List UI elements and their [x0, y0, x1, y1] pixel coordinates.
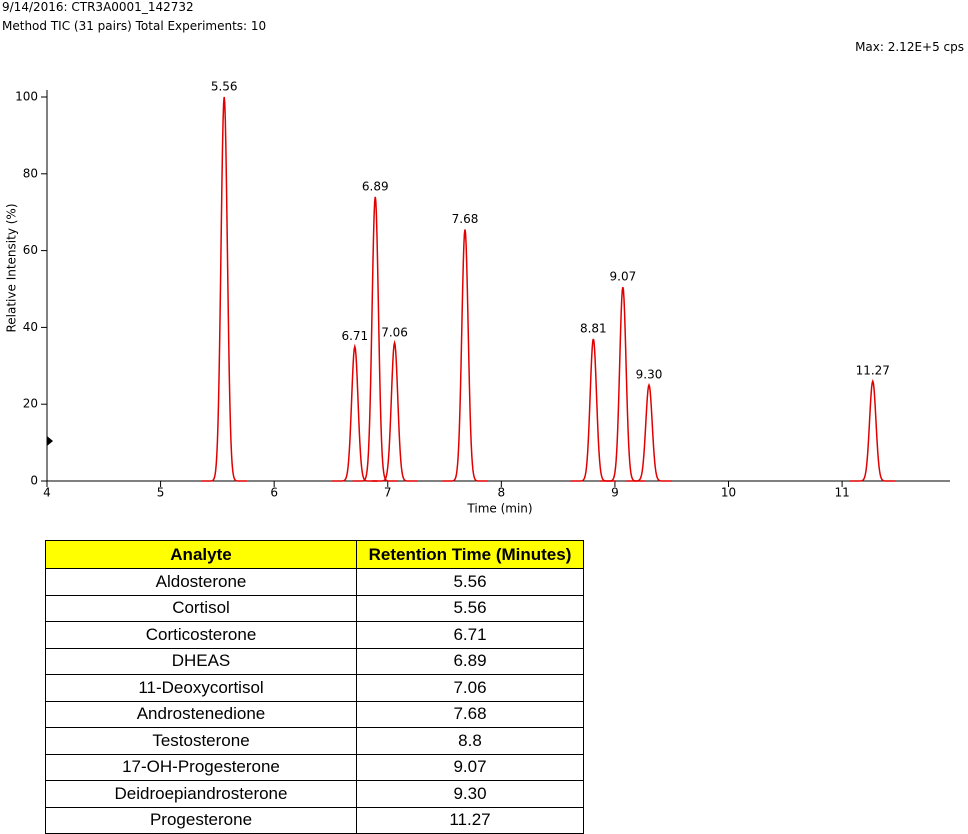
y-tick-label: 60: [23, 243, 38, 257]
table-cell: 17-OH-Progesterone: [45, 753, 357, 781]
peak-label: 5.56: [211, 80, 238, 94]
table-cell: Corticosterone: [45, 621, 357, 649]
x-tick-label: 8: [498, 486, 506, 500]
peak: [600, 286, 646, 482]
y-tick-label: 0: [30, 474, 38, 488]
peak: [850, 378, 896, 482]
table-cell: 6.89: [356, 647, 584, 675]
table-cell: Deidroepiandrosterone: [45, 780, 357, 808]
table-row: Corticosterone 6.71: [45, 621, 584, 649]
peak: [201, 96, 247, 482]
table-row: Deidroepiandrosterone 9.30: [45, 780, 584, 808]
peak-label: 8.81: [580, 321, 607, 335]
peak-label: 6.89: [362, 179, 389, 193]
peak: [442, 229, 488, 482]
x-tick-label: 10: [721, 486, 736, 500]
table-header: Analyte: [45, 540, 357, 569]
peak-label: 9.07: [610, 270, 637, 284]
x-tick-label: 11: [834, 486, 849, 500]
header-line: 9/14/2016: CTR3A0001_142732: [2, 0, 194, 14]
table-cell: Testosterone: [45, 727, 357, 755]
table-row: Testosterone 8.8: [45, 727, 584, 755]
table-cell: 6.71: [356, 621, 584, 649]
table-cell: 9.07: [356, 753, 584, 781]
y-tick-label: 20: [23, 397, 38, 411]
table-row: Androstenedione 7.68: [45, 700, 584, 728]
y-axis-label: Relative Intensity (%): [5, 203, 19, 332]
y-tick-label: 40: [23, 320, 38, 334]
x-axis-label: Time (min): [466, 502, 532, 516]
chart: Time (min) Relative Intensity (%) 4 5 6 7 8 9…: [5, 80, 950, 516]
table-row: DHEAS 6.89: [45, 647, 584, 675]
retention-table: Analyte Retention Time (Minutes) Aldoster…: [45, 540, 584, 834]
table-cell: 8.8: [356, 727, 584, 755]
table-cell: Progesterone: [45, 806, 357, 834]
table-row: Cortisol 5.56: [45, 594, 584, 622]
max-intensity: Max: 2.12E+5 cps: [855, 40, 964, 54]
peak: [332, 343, 378, 482]
peak: [626, 382, 672, 482]
table-cell: 9.30: [356, 780, 584, 808]
table-row: 11-Deoxycortisol 7.06: [45, 674, 584, 702]
peak-label: 9.30: [636, 368, 663, 382]
peak-label: 6.71: [341, 329, 368, 343]
table-cell: 11.27: [356, 806, 584, 834]
peak: [371, 339, 418, 482]
table-cell: 11-Deoxycortisol: [45, 674, 357, 702]
y-tick-label: 80: [23, 166, 38, 180]
peak: [352, 196, 398, 482]
table-row: Aldosterone 5.56: [45, 568, 584, 596]
table-row: Progesterone 11.27: [45, 806, 584, 834]
table-cell: 5.56: [356, 568, 584, 596]
peak: [570, 338, 617, 482]
x-tick-label: 9: [611, 486, 619, 500]
marker: [47, 436, 53, 446]
table-cell: Aldosterone: [45, 568, 357, 596]
x-tick-label: 7: [384, 486, 392, 500]
table-cell: 5.56: [356, 594, 584, 622]
x-tick-label: 5: [157, 486, 165, 500]
table-cell: Androstenedione: [45, 700, 357, 728]
table-cell: DHEAS: [45, 647, 357, 675]
header-line: Method TIC (31 pairs) Total Experiments:…: [2, 19, 267, 33]
x-tick-label: 4: [43, 486, 51, 500]
table-row: 17-OH-Progesterone 9.07: [45, 753, 584, 781]
y-tick-label: 100: [15, 90, 38, 104]
table-cell: 7.68: [356, 700, 584, 728]
x-tick-label: 6: [270, 486, 278, 500]
peak-label: 7.06: [381, 325, 408, 339]
table-cell: Cortisol: [45, 594, 357, 622]
table-cell: 7.06: [356, 674, 584, 702]
peak-label: 11.27: [856, 364, 890, 378]
table-header: Retention Time (Minutes): [356, 540, 584, 569]
peak-label: 7.68: [452, 212, 479, 226]
